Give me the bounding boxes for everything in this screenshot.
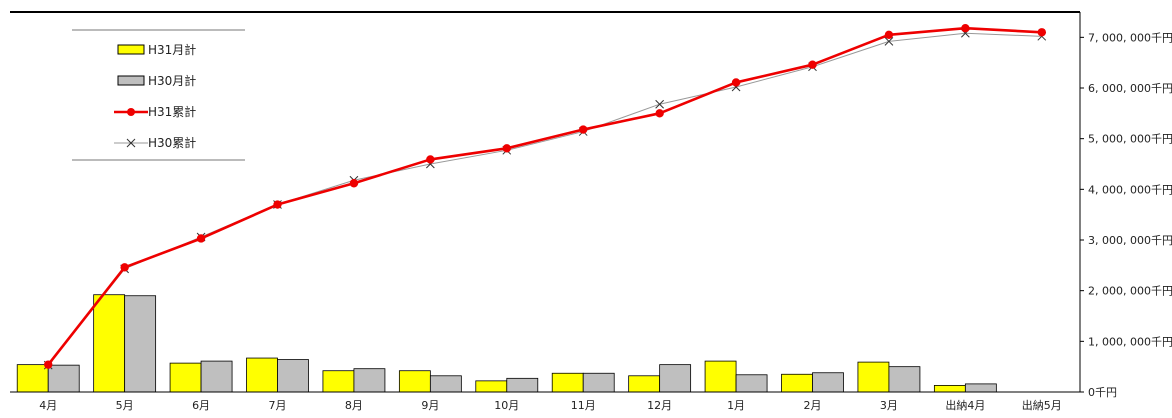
marker-h30-11 xyxy=(884,37,894,46)
y-tick-label-4: 4, 000, 000千円 xyxy=(1088,183,1172,196)
bar-h30-7 xyxy=(582,372,615,393)
legend-marker-2 xyxy=(127,108,135,116)
x-tick-label-5: 9月 xyxy=(421,399,439,412)
bar-h31-10 xyxy=(781,373,813,393)
marker-h31-13 xyxy=(1037,28,1046,37)
x-tick-label-2: 6月 xyxy=(192,399,210,412)
legend-entry-2: H31累計 xyxy=(114,104,196,119)
x-tick-label-13: 出納5月 xyxy=(1022,398,1062,412)
x-tick-label-12: 出納4月 xyxy=(945,398,985,412)
legend-label-0: H31月計 xyxy=(148,42,196,57)
legend-label-3: H30累計 xyxy=(148,135,196,150)
bar-h30-2 xyxy=(200,360,233,393)
bar-h31-6 xyxy=(475,380,508,393)
bar-h31-2 xyxy=(169,362,202,393)
marker-h31-6 xyxy=(502,144,511,153)
marker-h31-1 xyxy=(120,263,129,272)
y-tick-label-3: 3, 000, 000千円 xyxy=(1088,234,1172,247)
x-tick-label-7: 11月 xyxy=(571,399,596,412)
line-h31-cumulative xyxy=(47,26,1042,366)
legend-entry-0: H31月計 xyxy=(117,42,196,57)
legend-marker-3 xyxy=(126,138,136,148)
legend-entry-1: H30月計 xyxy=(117,73,196,88)
legend-label-1: H30月計 xyxy=(148,73,196,88)
bar-h30-0 xyxy=(47,364,80,393)
y-tick-label-7: 7, 000, 000千円 xyxy=(1088,31,1172,44)
bar-h31-0 xyxy=(16,364,49,393)
y-tick-label-1: 1, 000, 000千円 xyxy=(1088,335,1172,348)
marker-h31-0 xyxy=(44,360,53,369)
marker-h31-7 xyxy=(579,125,588,134)
marker-h30-8 xyxy=(655,99,664,109)
marker-h31-8 xyxy=(655,109,664,118)
marker-h31-10 xyxy=(808,60,817,69)
bar-h30-6 xyxy=(506,377,539,393)
marker-h31-9 xyxy=(731,78,741,87)
bar-h30-11 xyxy=(888,366,921,393)
bar-h30-8 xyxy=(659,364,692,393)
bar-h31-5 xyxy=(398,370,431,393)
bar-h31-7 xyxy=(551,372,584,393)
bar-h31-8 xyxy=(628,375,661,393)
x-tick-label-4: 8月 xyxy=(345,399,363,412)
y-tick-label-5: 5, 000, 000千円 xyxy=(1088,133,1172,146)
marker-h31-5 xyxy=(426,155,435,164)
bar-h30-5 xyxy=(429,375,462,393)
bar-h30-9 xyxy=(735,374,768,393)
x-tick-label-11: 3月 xyxy=(880,399,898,412)
marker-h31-12 xyxy=(961,24,970,33)
bar-h31-3 xyxy=(246,357,278,393)
bar-h30-4 xyxy=(353,368,386,393)
y-tick-label-6: 6, 000, 000千円 xyxy=(1088,82,1172,95)
x-tick-label-3: 7月 xyxy=(269,399,287,412)
bar-h30-1 xyxy=(124,295,157,393)
marker-h31-3 xyxy=(273,200,282,209)
bar-h31-4 xyxy=(322,370,355,393)
bar-h31-12 xyxy=(933,385,966,393)
x-tick-label-1: 5月 xyxy=(116,399,134,412)
x-tick-label-10: 2月 xyxy=(804,399,822,412)
x-tick-label-0: 4月 xyxy=(39,399,57,412)
legend-swatch-0 xyxy=(117,44,145,55)
bar-h30-3 xyxy=(277,359,309,393)
marker-h31-4 xyxy=(349,179,359,188)
marker-h31-2 xyxy=(196,234,206,243)
bar-h31-11 xyxy=(857,361,890,393)
marker-h31-11 xyxy=(884,30,894,39)
line-h30-cumulative xyxy=(47,32,1042,366)
x-tick-label-6: 10月 xyxy=(494,399,519,412)
x-tick-label-8: 12月 xyxy=(647,399,672,412)
bar-h30-12 xyxy=(964,383,997,393)
legend-swatch-1 xyxy=(117,75,145,86)
bar-h31-1 xyxy=(93,294,126,393)
legend-label-2: H31累計 xyxy=(148,104,196,119)
x-tick-label-9: 1月 xyxy=(727,399,745,412)
bar-h30-10 xyxy=(812,372,844,393)
legend-entry-3: H30累計 xyxy=(114,135,196,150)
bar-h31-9 xyxy=(704,360,737,393)
y-tick-label-2: 2, 000, 000千円 xyxy=(1088,285,1172,298)
y-tick-label-0: 0千円 xyxy=(1088,386,1117,399)
